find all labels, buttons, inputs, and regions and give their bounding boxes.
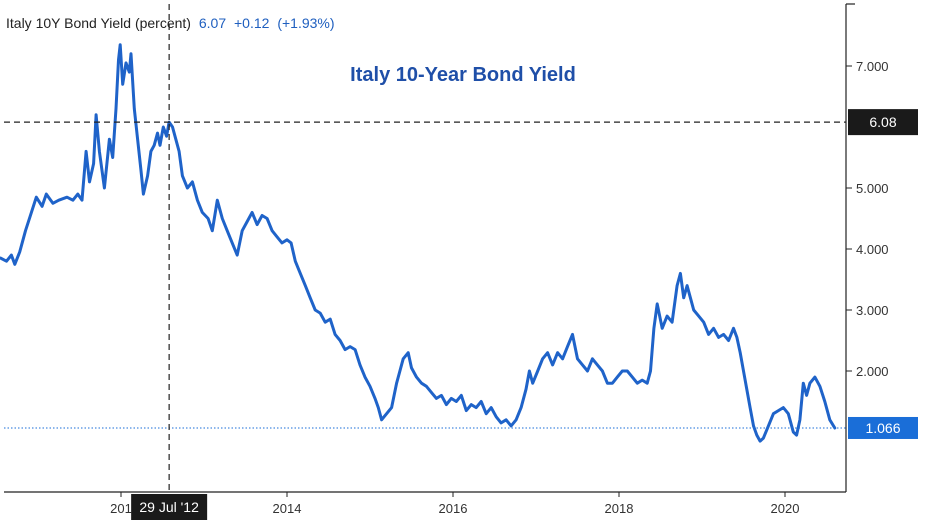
x-tick-label-3: 2018	[605, 501, 634, 516]
x-tick-label-2: 2016	[439, 501, 468, 516]
crosshair-date-tag	[131, 494, 208, 520]
overlay-layer: 1.066 6.08 29 Jul '12	[4, 4, 918, 520]
legend-change-pct: (+1.93%)	[277, 15, 335, 31]
y-tick-label-0: 2.000	[856, 364, 889, 379]
crosshair-date-label: 29 Jul '12	[139, 499, 199, 515]
y-tick-label-2: 4.000	[856, 242, 889, 257]
y-tick-label-3: 5.000	[856, 181, 889, 196]
series-line-0	[0, 43, 837, 443]
x-tick-label-4: 2020	[771, 501, 800, 516]
chart-legend: Italy 10Y Bond Yield (percent) 6.07 +0.1…	[6, 15, 335, 31]
x-tick-label-1: 2014	[273, 501, 302, 516]
y-tick-label-4: 7.000	[856, 59, 889, 74]
axis-layer: 2.000 3.000 4.000 5.000 7.000 201 2014 2016 2018…	[4, 3, 889, 516]
last-price-tag	[848, 416, 918, 439]
y-tick-label-1: 3.000	[856, 303, 889, 318]
crosshair-value-tag	[848, 109, 918, 136]
legend-series-label: Italy 10Y Bond Yield (percent)	[6, 15, 191, 31]
legend-change: +0.12	[234, 15, 270, 31]
last-price-label: 1.066	[865, 420, 900, 436]
crosshair-value-label: 6.08	[869, 114, 896, 130]
series-layer	[0, 43, 837, 443]
legend-last-value: 6.07	[198, 15, 227, 31]
x-tick-label-0: 201	[110, 501, 132, 516]
chart-title: Italy 10-Year Bond Yield	[350, 64, 576, 86]
